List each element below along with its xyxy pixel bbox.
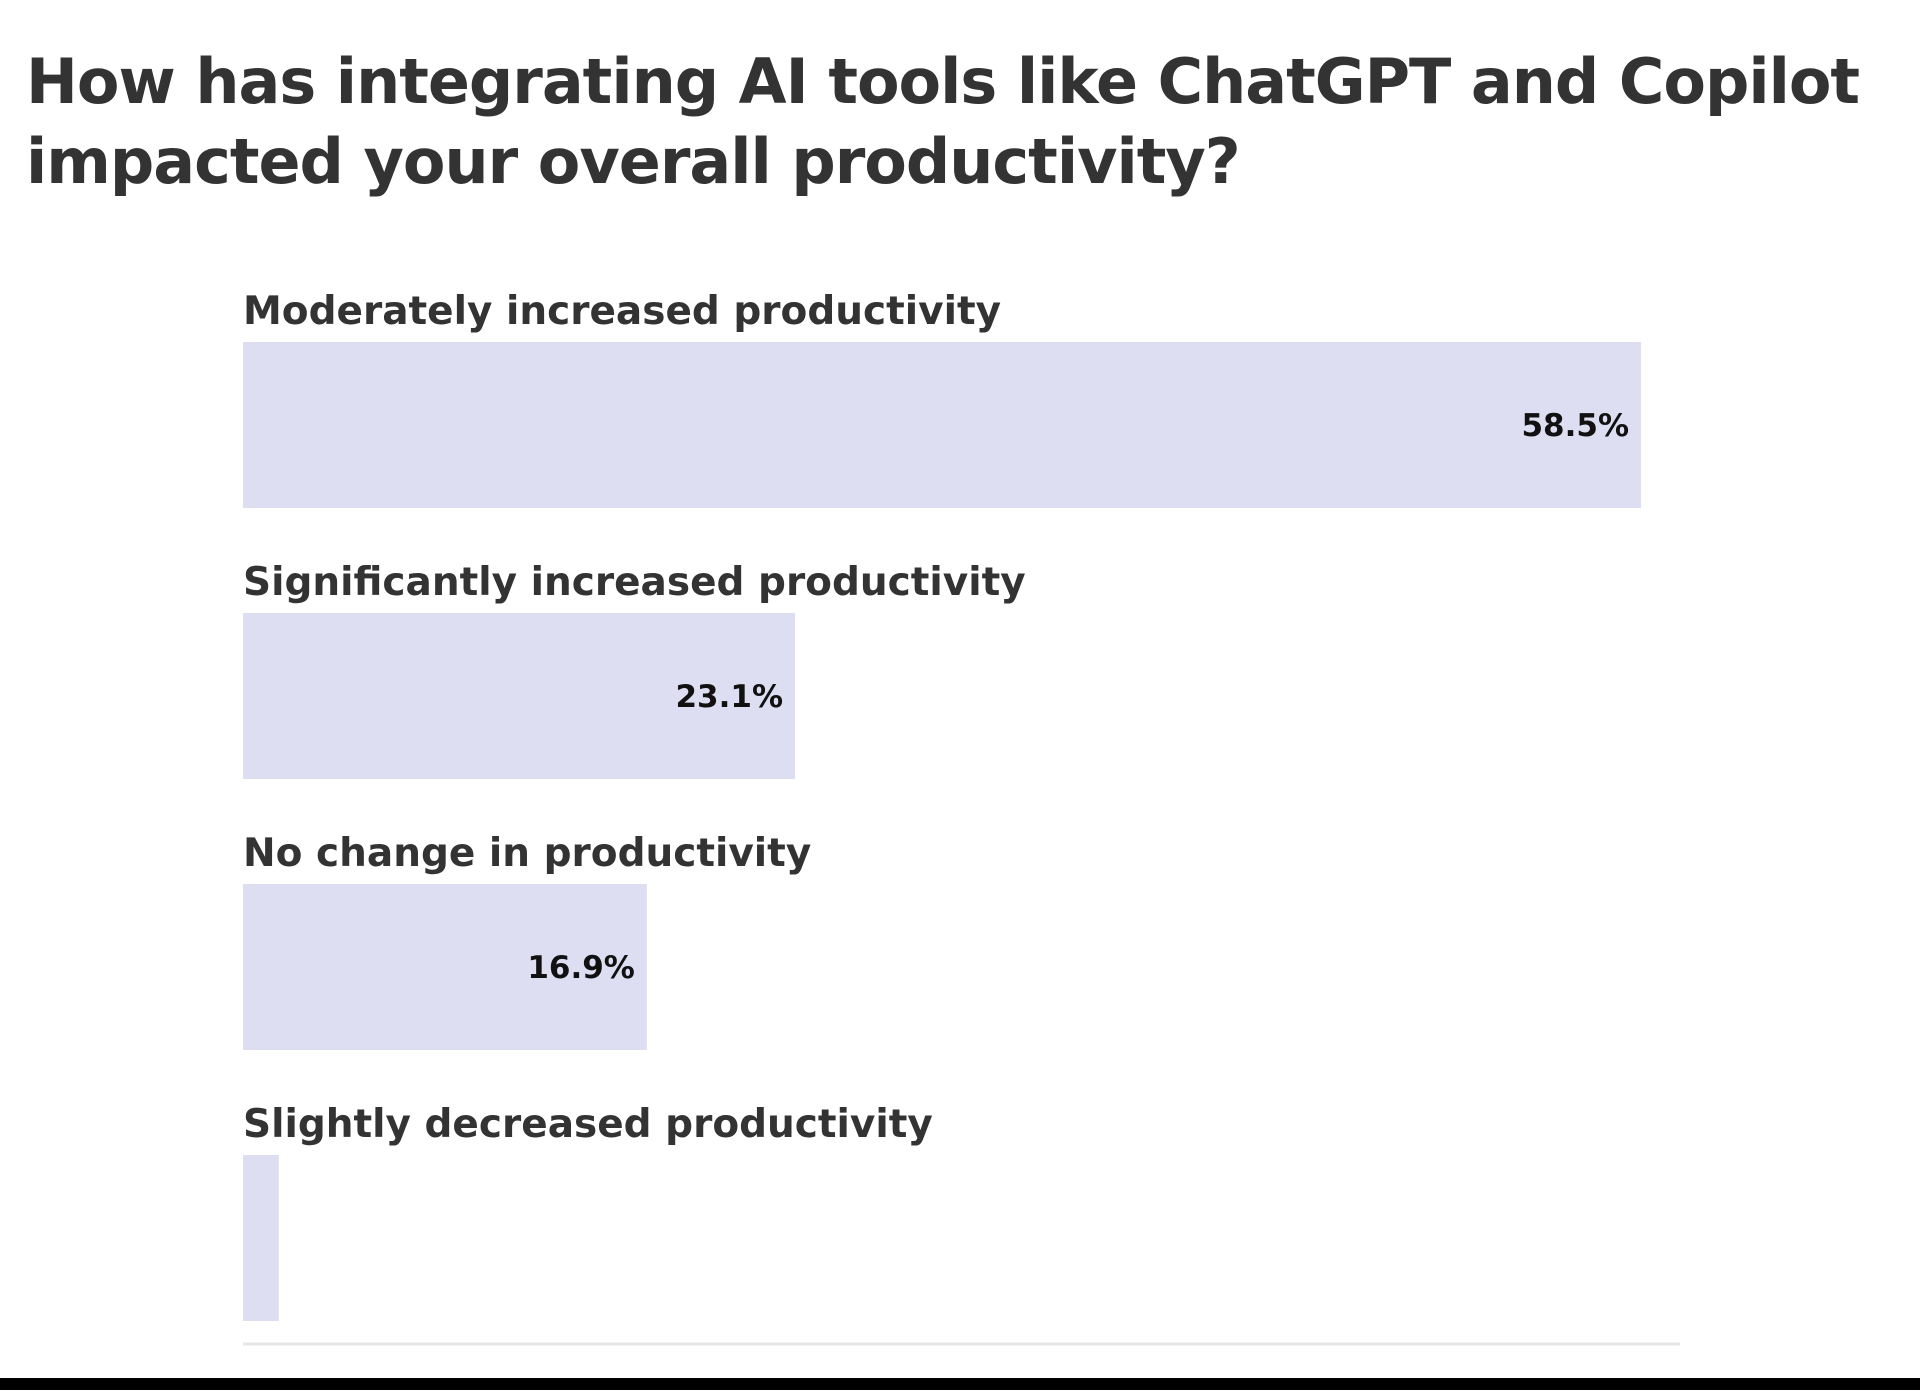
category-label-slightly-decreased-productivity: Slightly decreased productivity (243, 1102, 933, 1147)
category-label-significantly-increased-productivity: Significantly increased productivity (243, 560, 1026, 605)
chart-title: How has integrating AI tools like ChatGP… (26, 45, 1860, 198)
category-label-moderately-increased-productivity: Moderately increased productivity (243, 289, 1001, 334)
bar-slightly-decreased-productivity[interactable] (243, 1155, 279, 1321)
bar-significantly-increased-productivity[interactable] (243, 613, 796, 779)
value-label-moderately-increased-productivity: 58.5% (1521, 408, 1629, 444)
bar-no-change-in-productivity[interactable] (243, 884, 647, 1050)
value-label-significantly-increased-productivity: 23.1% (675, 679, 783, 715)
category-label-no-change-in-productivity: No change in productivity (243, 831, 811, 876)
bars-layer: Moderately increased productivity 58.5% Si… (243, 289, 1641, 1321)
value-label-no-change-in-productivity: 16.9% (527, 950, 635, 986)
bottom-border (0, 1378, 1920, 1390)
bar-moderately-increased-productivity[interactable] (243, 342, 1641, 508)
